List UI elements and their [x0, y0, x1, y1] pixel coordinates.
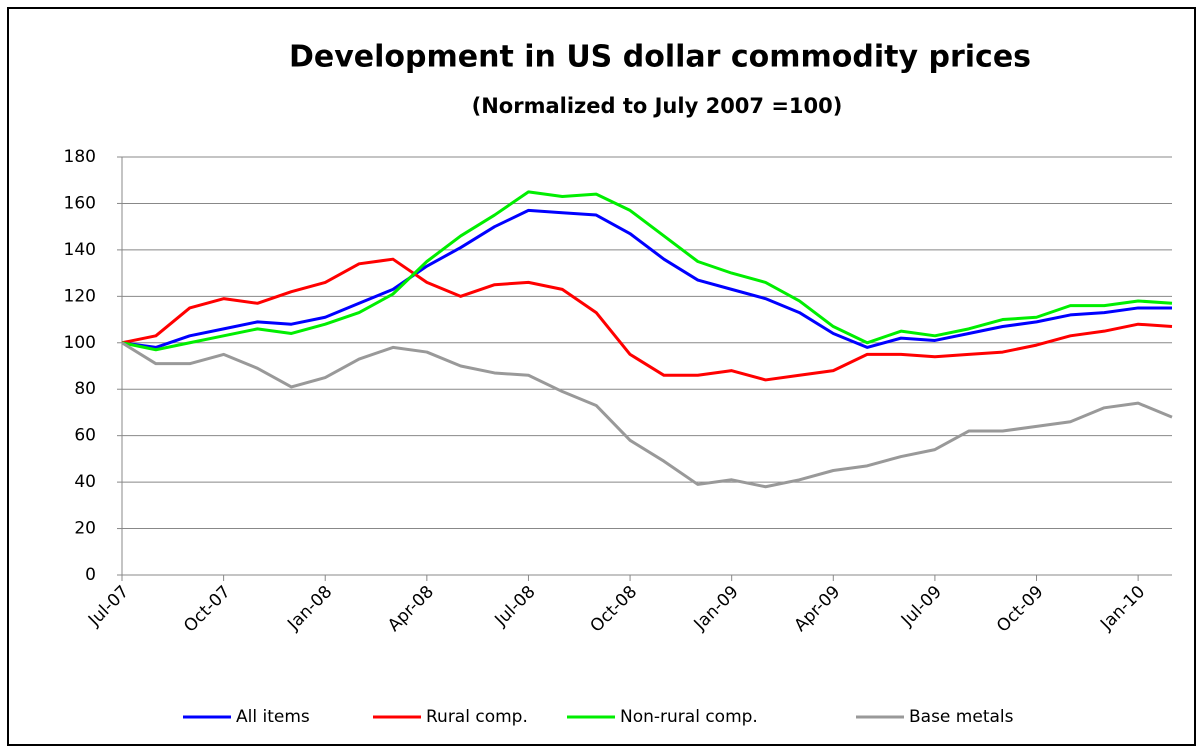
y-tick-label: 160: [64, 193, 96, 213]
chart-subtitle: (Normalized to July 2007 =100): [472, 94, 843, 118]
y-tick-label: 180: [64, 147, 96, 167]
series-line: [121, 257, 1173, 382]
y-tick-label: 120: [64, 286, 96, 306]
y-tick-label: 140: [64, 240, 96, 260]
legend-label: Rural comp.: [426, 707, 528, 727]
y-tick-label: 20: [74, 519, 96, 539]
y-tick-label: 40: [74, 472, 96, 492]
y-tick-label: 60: [74, 426, 96, 446]
chart-title: Development in US dollar commodity price…: [289, 40, 1031, 75]
legend-label: Base metals: [909, 707, 1014, 727]
chart-border: [7, 7, 1196, 746]
series-line: [121, 208, 1172, 349]
y-tick-label: 100: [64, 333, 96, 353]
y-tick-label: 0: [85, 565, 96, 585]
series-line: [121, 341, 1173, 489]
y-tick-label: 80: [74, 379, 96, 399]
legend-label: All items: [236, 707, 310, 727]
series-line: [121, 190, 1173, 352]
legend-label: Non-rural comp.: [620, 707, 758, 727]
